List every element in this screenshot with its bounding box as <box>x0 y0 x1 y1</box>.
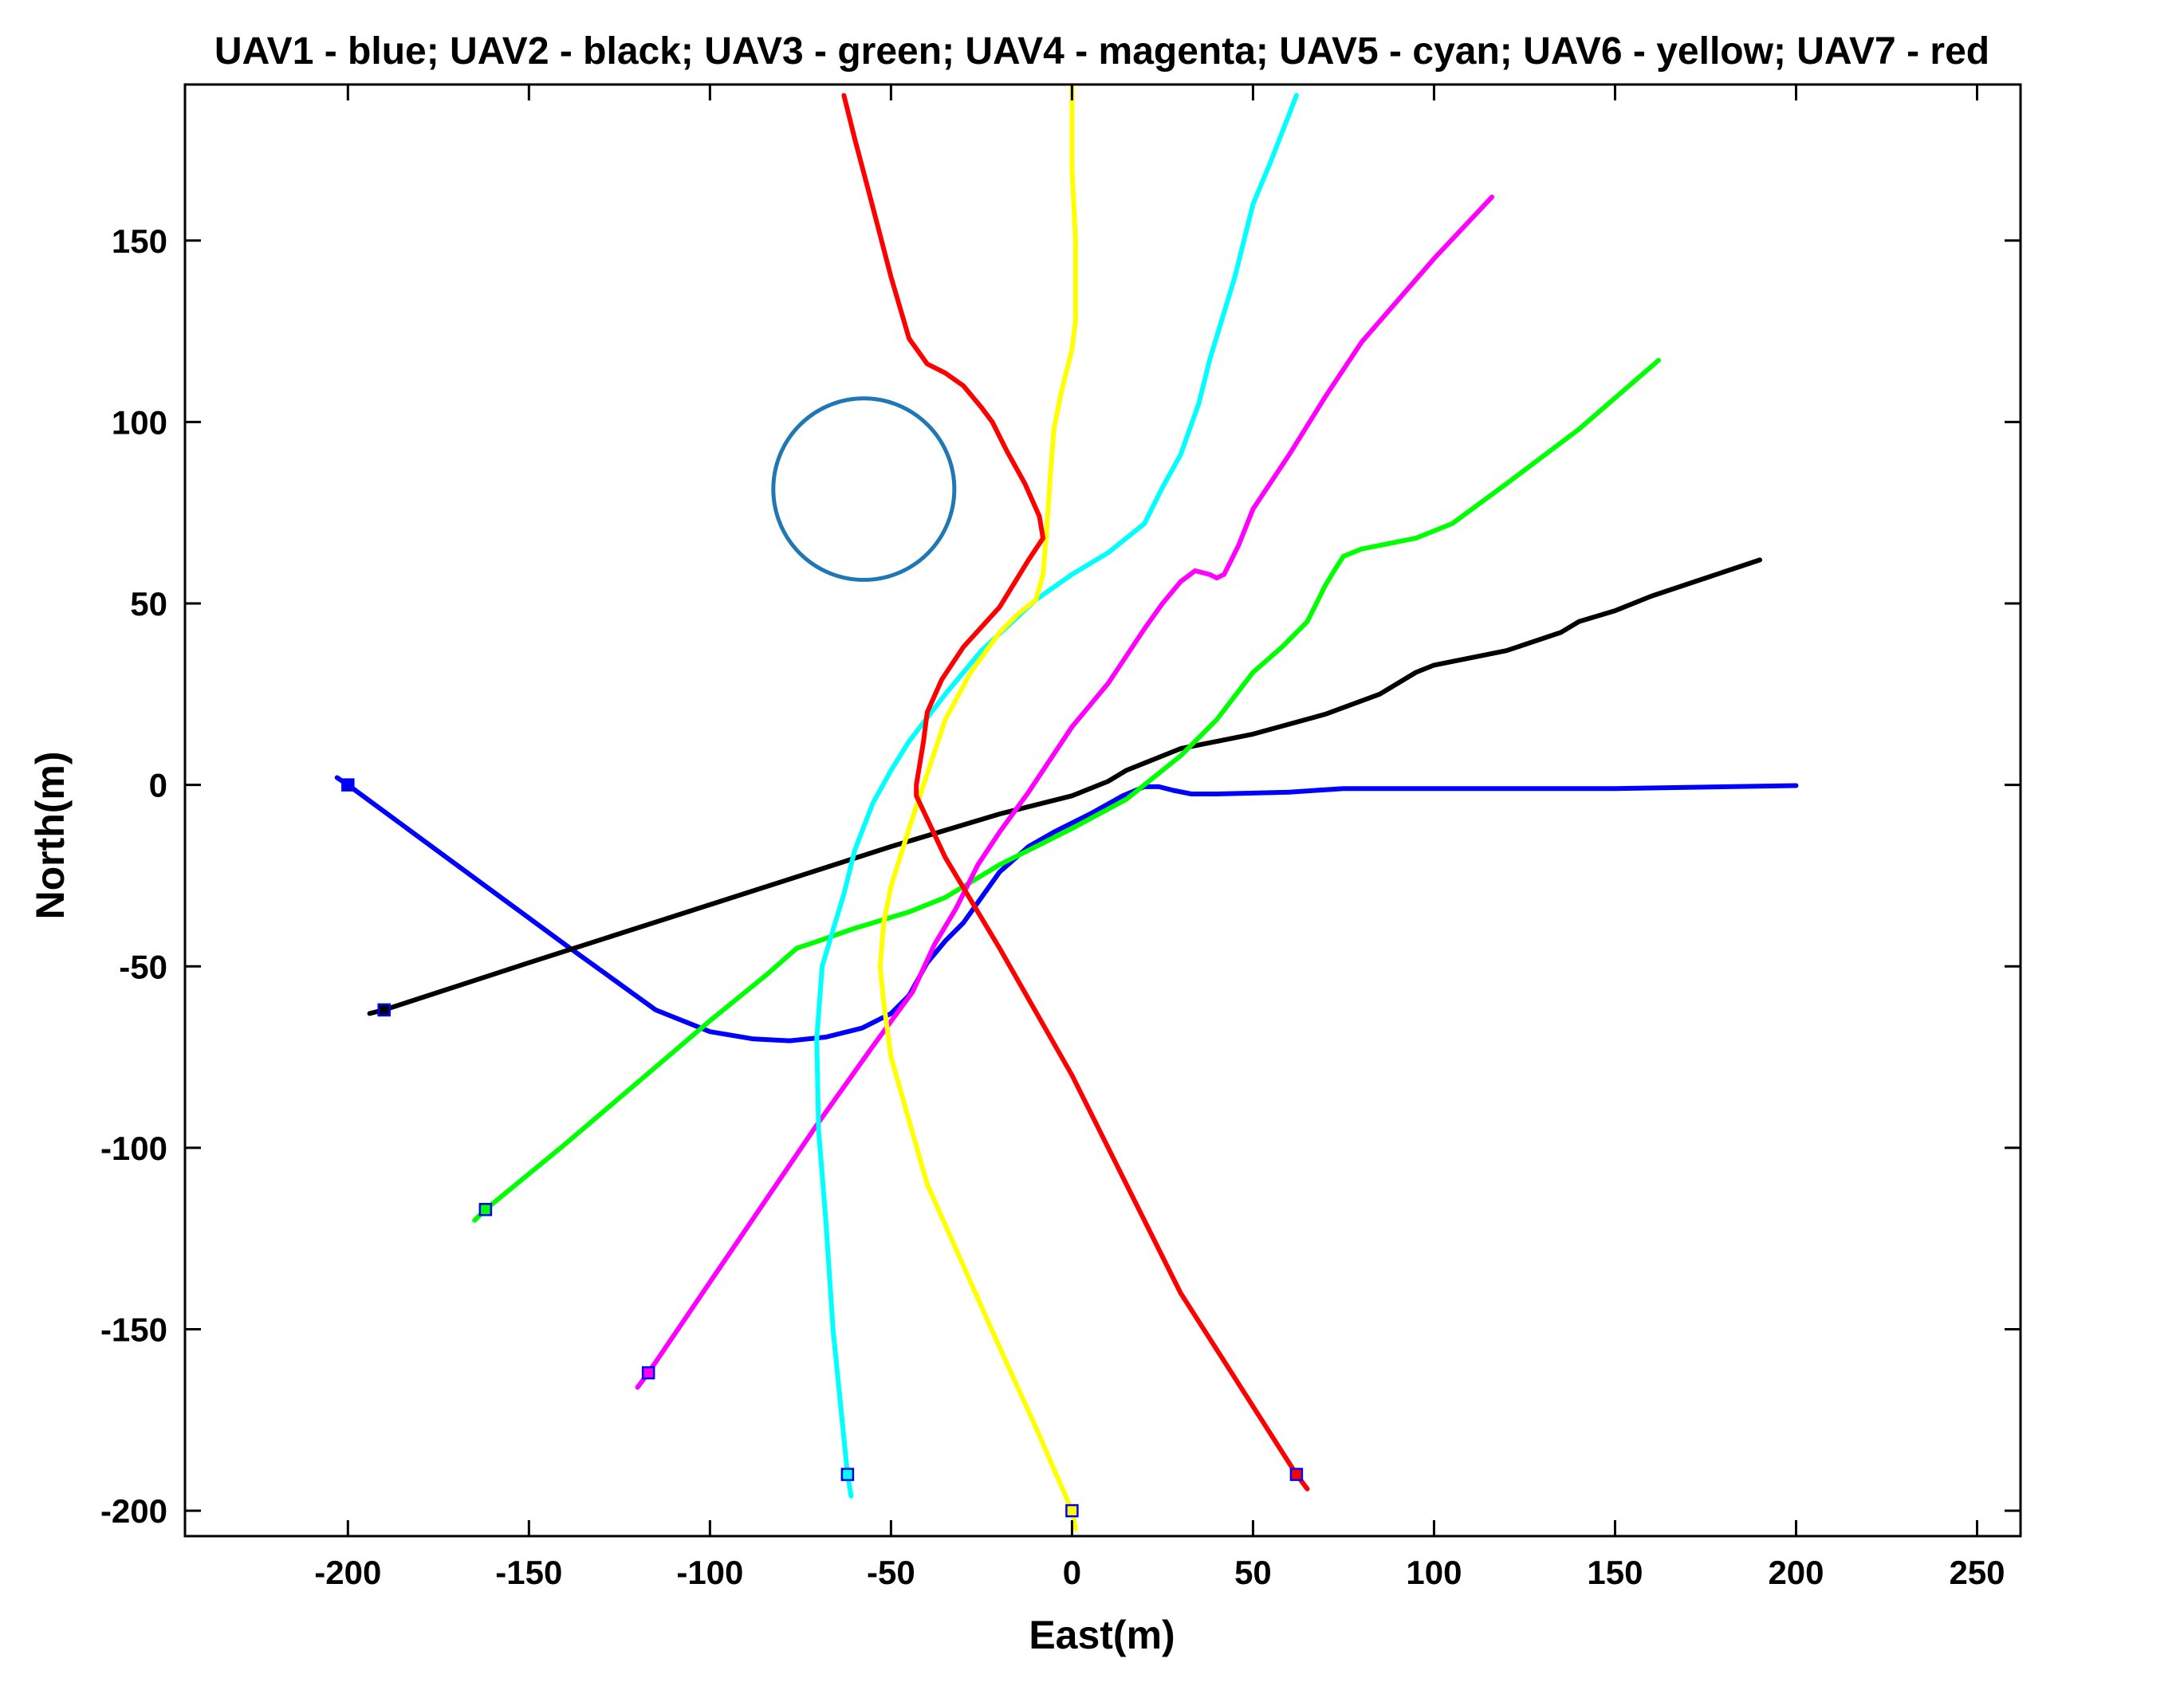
plot-area: -200 -150 -100 -50 0 50 100 150 200 250 -200 -150 -1… <box>100 83 2022 1591</box>
y-tick-label: -200 <box>100 1492 167 1530</box>
x-tick-label: 150 <box>1587 1554 1643 1591</box>
x-tick-label: 250 <box>1949 1554 2005 1591</box>
y-tick-label: -100 <box>100 1130 167 1167</box>
series-line-uav5 <box>814 92 1299 1499</box>
series-line-uav6 <box>877 84 1078 1531</box>
start-marker-uav1 <box>341 778 355 792</box>
y-tick-label: -50 <box>119 948 167 985</box>
series-line-uav7 <box>841 92 1310 1491</box>
start-marker-uav3 <box>478 1203 493 1216</box>
series-line-uav2 <box>367 557 1763 1016</box>
y-tick-label: 50 <box>130 585 167 623</box>
chart-title: UAV1 - blue; UAV2 - black; UAV3 - green;… <box>214 30 1989 73</box>
start-marker-uav5 <box>840 1468 855 1481</box>
start-marker-uav4 <box>641 1366 655 1380</box>
x-tick-label: -100 <box>676 1554 743 1591</box>
y-tick-label: 100 <box>112 403 167 441</box>
y-tick-label: -150 <box>100 1311 167 1349</box>
start-marker-uav6 <box>1065 1503 1079 1518</box>
x-tick-label: 0 <box>1063 1554 1081 1591</box>
y-tick-label: 150 <box>112 222 167 260</box>
series-line-uav4 <box>635 195 1495 1390</box>
x-axis-label: East(m) <box>1029 1613 1175 1657</box>
x-tick-label: 200 <box>1768 1554 1824 1591</box>
x-tick-label: -200 <box>314 1554 381 1591</box>
y-axis-label: North(m) <box>28 751 73 919</box>
x-tick-label: 50 <box>1234 1554 1272 1591</box>
series-line-uav1 <box>334 775 1799 1043</box>
start-marker-uav7 <box>1289 1468 1304 1481</box>
x-tick-label: -50 <box>867 1554 915 1591</box>
x-tick-label: -150 <box>495 1554 562 1591</box>
start-marker-uav2 <box>377 1003 391 1017</box>
x-tick-label: 100 <box>1406 1554 1462 1591</box>
series-line-uav3 <box>472 358 1661 1223</box>
obstacle-circle-0 <box>771 396 957 582</box>
y-tick-label: 0 <box>149 767 167 804</box>
axes-box <box>183 83 2022 1538</box>
series-group <box>334 84 1799 1531</box>
